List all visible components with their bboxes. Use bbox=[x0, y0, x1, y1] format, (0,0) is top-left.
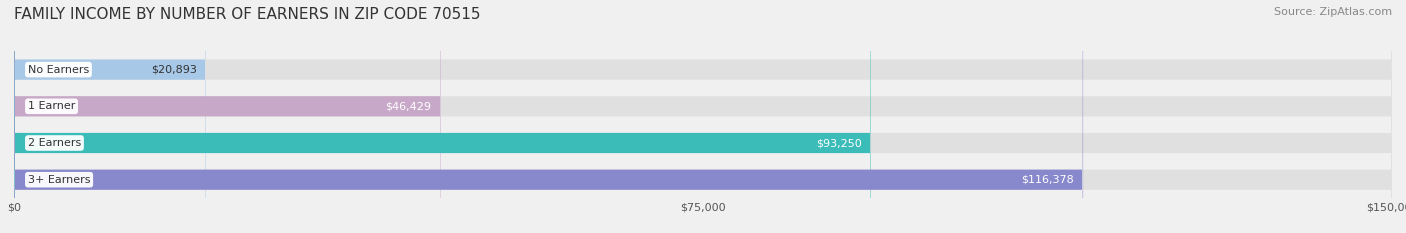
Text: No Earners: No Earners bbox=[28, 65, 89, 75]
FancyBboxPatch shape bbox=[14, 0, 1083, 233]
FancyBboxPatch shape bbox=[14, 0, 1392, 233]
FancyBboxPatch shape bbox=[14, 0, 207, 233]
Text: $116,378: $116,378 bbox=[1021, 175, 1074, 185]
Text: $93,250: $93,250 bbox=[815, 138, 862, 148]
Text: 3+ Earners: 3+ Earners bbox=[28, 175, 90, 185]
FancyBboxPatch shape bbox=[14, 0, 440, 233]
FancyBboxPatch shape bbox=[14, 0, 1392, 233]
Text: Source: ZipAtlas.com: Source: ZipAtlas.com bbox=[1274, 7, 1392, 17]
Text: $20,893: $20,893 bbox=[150, 65, 197, 75]
FancyBboxPatch shape bbox=[14, 0, 1392, 233]
Text: $46,429: $46,429 bbox=[385, 101, 432, 111]
FancyBboxPatch shape bbox=[14, 0, 870, 233]
FancyBboxPatch shape bbox=[14, 0, 1392, 233]
Text: FAMILY INCOME BY NUMBER OF EARNERS IN ZIP CODE 70515: FAMILY INCOME BY NUMBER OF EARNERS IN ZI… bbox=[14, 7, 481, 22]
Text: 1 Earner: 1 Earner bbox=[28, 101, 75, 111]
Text: 2 Earners: 2 Earners bbox=[28, 138, 82, 148]
